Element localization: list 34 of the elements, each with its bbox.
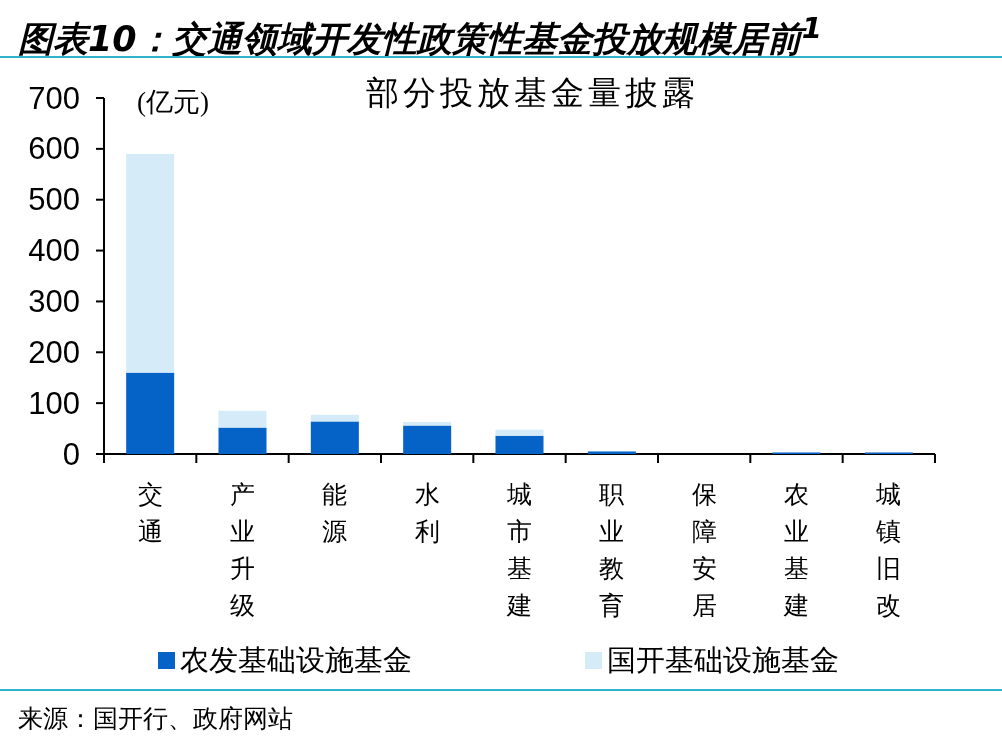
x-tick-label: 城市基建 — [506, 480, 532, 619]
source-note: 来源：国开行、政府网站 — [18, 704, 293, 734]
bar — [587, 451, 636, 454]
bar — [218, 427, 267, 454]
y-tick-label: 500 — [28, 182, 80, 218]
chart-subtitle: 部分投放基金量披露 — [365, 75, 699, 111]
bar — [218, 410, 267, 428]
bar — [126, 372, 175, 454]
bar — [310, 421, 359, 454]
bar — [495, 429, 544, 436]
x-tick-label: 保障安居 — [691, 480, 717, 619]
bar — [126, 153, 175, 373]
y-tick-label: 700 — [28, 80, 80, 116]
x-tick-label: 产业升级 — [230, 480, 255, 619]
y-axis-title: (亿元) — [137, 87, 209, 117]
y-tick-label: 200 — [28, 334, 80, 370]
x-tick-label: 职业教育 — [599, 480, 625, 619]
x-tick-label: 交通 — [137, 480, 163, 545]
legend-label: 农发基础设施基金 — [180, 644, 412, 676]
bar — [403, 421, 452, 426]
bar — [310, 414, 359, 422]
y-tick-label: 0 — [62, 436, 80, 472]
y-tick-label: 400 — [28, 233, 80, 269]
legend-label: 国开基础设施基金 — [607, 644, 839, 676]
bar — [495, 435, 544, 454]
x-tick-label: 能源 — [322, 480, 348, 545]
y-tick-label: 300 — [28, 283, 80, 319]
bar — [403, 425, 452, 454]
y-tick-label: 100 — [28, 385, 80, 421]
chart-title: 图表10：交通领域开发性政策性基金投放规模居前$^{1}$ — [18, 10, 823, 61]
y-tick-label: 600 — [28, 131, 80, 167]
x-tick-label: 农业基建 — [783, 480, 809, 619]
x-tick-label: 城镇旧改 — [875, 480, 902, 619]
x-tick-label: 水利 — [414, 480, 440, 545]
